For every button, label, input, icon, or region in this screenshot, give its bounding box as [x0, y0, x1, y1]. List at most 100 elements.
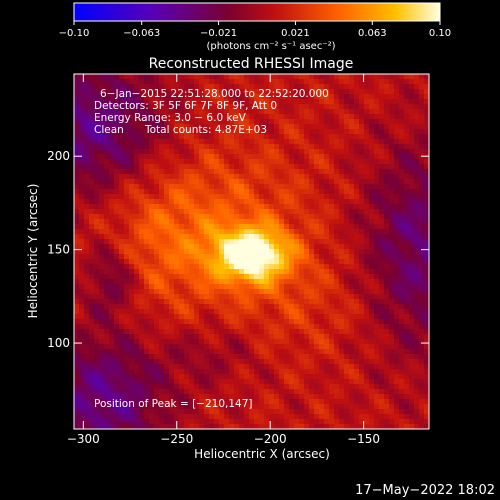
heatmap-cell [144, 84, 150, 90]
heatmap-cell [154, 99, 160, 105]
heatmap-cell [119, 259, 125, 265]
heatmap-cell [174, 214, 180, 220]
heatmap-cell [179, 94, 185, 100]
heatmap-cell [229, 364, 235, 370]
heatmap-cell [409, 214, 415, 220]
heatmap-cell [319, 174, 325, 180]
heatmap-cell [364, 214, 370, 220]
heatmap-cell [279, 289, 285, 295]
heatmap-cell [374, 334, 380, 340]
heatmap-cell [304, 184, 310, 190]
heatmap-cell [204, 289, 210, 295]
heatmap-cell [139, 274, 145, 280]
heatmap-cell [384, 129, 390, 135]
heatmap-cell [234, 164, 240, 170]
heatmap-cell [219, 204, 225, 210]
heatmap-cell [269, 114, 275, 120]
heatmap-cell [309, 214, 315, 220]
heatmap-cell [119, 279, 125, 285]
heatmap-cell [74, 209, 80, 215]
heatmap-cell [159, 329, 165, 335]
heatmap-cell [149, 144, 155, 150]
heatmap-cell [229, 99, 235, 105]
heatmap-cell [264, 424, 270, 429]
heatmap-cell [284, 134, 290, 140]
heatmap-cell [339, 169, 345, 175]
heatmap-cell [409, 244, 415, 250]
heatmap-cell [319, 144, 325, 150]
heatmap-cell [379, 119, 385, 125]
heatmap-cell [134, 324, 140, 330]
heatmap-cell [234, 144, 240, 150]
heatmap-cell [259, 234, 265, 240]
heatmap-cell [94, 309, 100, 315]
heatmap-cell [94, 104, 100, 110]
heatmap-cell [384, 199, 390, 205]
heatmap-cell [239, 419, 245, 425]
heatmap-cell [124, 129, 130, 135]
heatmap-cell [404, 254, 410, 260]
heatmap-cell [324, 239, 330, 245]
heatmap-cell [394, 219, 400, 225]
heatmap-cell [244, 314, 250, 320]
heatmap-cell [359, 239, 365, 245]
heatmap-cell [194, 149, 200, 155]
heatmap-cell [354, 374, 360, 380]
heatmap-cell [279, 134, 285, 140]
heatmap-cell [419, 84, 425, 90]
heatmap-cell [204, 164, 210, 170]
heatmap-cell [339, 259, 345, 265]
heatmap-cell [259, 294, 265, 300]
heatmap-cell [109, 249, 115, 255]
heatmap-cell [99, 339, 105, 345]
heatmap-cell [279, 269, 285, 275]
heatmap-cell [334, 219, 340, 225]
heatmap-cell [229, 244, 235, 250]
heatmap-cell [214, 394, 220, 400]
heatmap-cell [309, 99, 315, 105]
heatmap-cell [184, 304, 190, 310]
heatmap-cell [274, 234, 280, 240]
heatmap-cell [309, 309, 315, 315]
heatmap-cell [299, 279, 305, 285]
heatmap-cell [114, 414, 120, 420]
heatmap-cell [159, 359, 165, 365]
heatmap-cell [184, 89, 190, 95]
heatmap-cell [289, 344, 295, 350]
heatmap-cell [189, 384, 195, 390]
heatmap-cell [309, 79, 315, 85]
heatmap-cell [424, 99, 429, 105]
heatmap-cell [99, 114, 105, 120]
heatmap-cell [289, 199, 295, 205]
heatmap-cell [169, 404, 175, 410]
heatmap-cell [344, 179, 350, 185]
heatmap-cell [129, 354, 135, 360]
heatmap-cell [219, 264, 225, 270]
heatmap-cell [139, 234, 145, 240]
heatmap-cell [414, 184, 420, 190]
heatmap-cell [414, 414, 420, 420]
heatmap-cell [329, 184, 335, 190]
heatmap-cell [289, 119, 295, 125]
heatmap-cell [324, 114, 330, 120]
heatmap-cell [389, 264, 395, 270]
heatmap-cell [359, 179, 365, 185]
heatmap-cell [239, 269, 245, 275]
heatmap-cell [254, 364, 260, 370]
heatmap-cell [144, 334, 150, 340]
heatmap-cell [319, 219, 325, 225]
heatmap-cell [194, 114, 200, 120]
heatmap-cell [414, 89, 420, 95]
heatmap-cell [159, 214, 165, 220]
heatmap-cell [124, 409, 130, 415]
heatmap-cell [199, 179, 205, 185]
heatmap-cell [254, 334, 260, 340]
heatmap-cell [339, 414, 345, 420]
heatmap-cell [154, 409, 160, 415]
heatmap-cell [284, 214, 290, 220]
heatmap-cell [284, 179, 290, 185]
heatmap-cell [249, 264, 255, 270]
heatmap-cell [264, 384, 270, 390]
heatmap-cell [314, 174, 320, 180]
heatmap-cell [354, 154, 360, 160]
